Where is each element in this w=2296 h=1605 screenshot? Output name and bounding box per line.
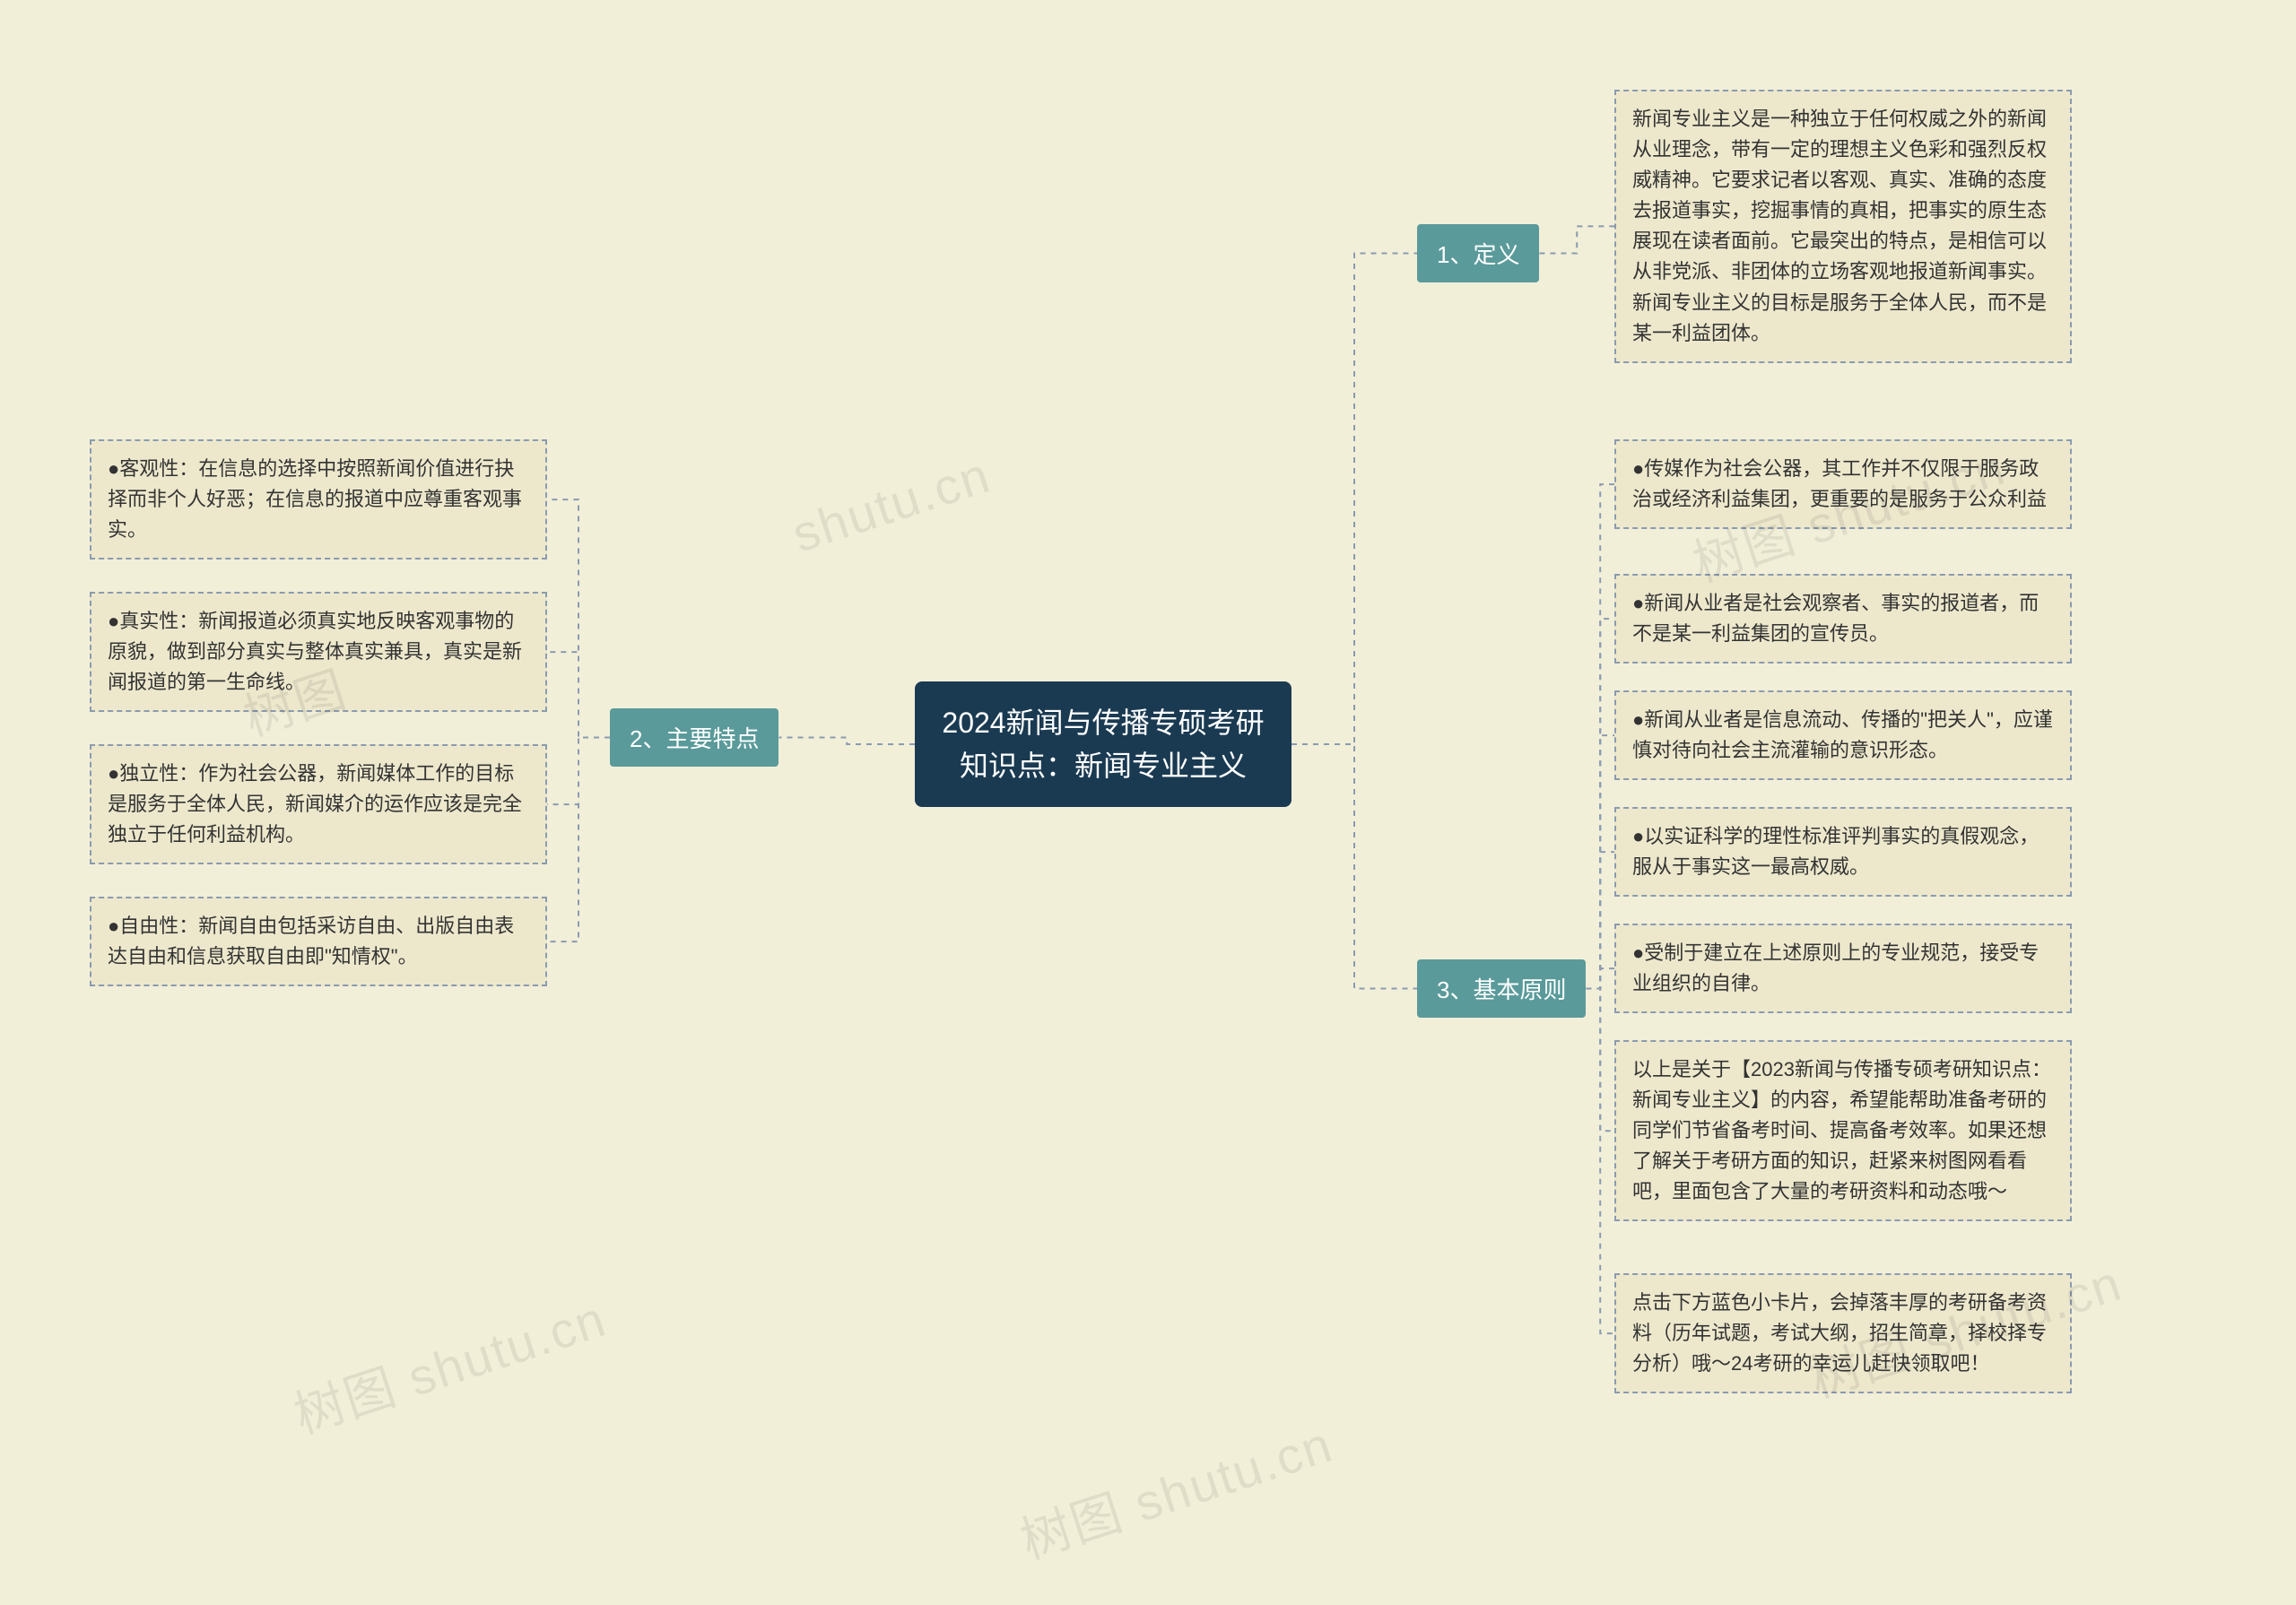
watermark: shutu.cn <box>786 445 998 563</box>
leaf-node: ●传媒作为社会公器，其工作并不仅限于服务政治或经济利益集团，更重要的是服务于公众… <box>1614 439 2072 529</box>
branch-b1: 1、定义 <box>1417 224 1539 282</box>
center-line2: 知识点：新闻专业主义 <box>960 750 1247 782</box>
leaf-node: ●以实证科学的理性标准评判事实的真假观念，服从于事实这一最高权威。 <box>1614 807 2072 897</box>
leaf-node: ●新闻从业者是社会观察者、事实的报道者，而不是某一利益集团的宣传员。 <box>1614 574 2072 664</box>
leaf-node: ●独立性：作为社会公器，新闻媒体工作的目标是服务于全体人民，新闻媒介的运作应该是… <box>90 744 547 864</box>
leaf-node: ●受制于建立在上述原则上的专业规范，接受专业组织的自律。 <box>1614 924 2072 1013</box>
branch-b2: 2、主要特点 <box>610 708 778 767</box>
leaf-node: ●客观性：在信息的选择中按照新闻价值进行抉择而非个人好恶；在信息的报道中应尊重客… <box>90 439 547 560</box>
watermark: 树图 shutu.cn <box>1010 1404 1341 1574</box>
leaf-node: 以上是关于【2023新闻与传播专硕考研知识点：新闻专业主义】的内容，希望能帮助准… <box>1614 1040 2072 1221</box>
center-topic: 2024新闻与传播专硕考研 知识点：新闻专业主义 <box>915 681 1292 807</box>
leaf-node: ●新闻从业者是信息流动、传播的"把关人"，应谨慎对待向社会主流灌输的意识形态。 <box>1614 690 2072 780</box>
branch-b3: 3、基本原则 <box>1417 959 1586 1018</box>
leaf-node: 点击下方蓝色小卡片，会掉落丰厚的考研备考资料（历年试题，考试大纲，招生简章，择校… <box>1614 1273 2072 1393</box>
leaf-node: ●自由性：新闻自由包括采访自由、出版自由表达自由和信息获取自由即"知情权"。 <box>90 897 547 986</box>
center-line1: 2024新闻与传播专硕考研 <box>942 707 1264 739</box>
leaf-node: 新闻专业主义是一种独立于任何权威之外的新闻从业理念，带有一定的理想主义色彩和强烈… <box>1614 90 2072 363</box>
watermark: 树图 shutu.cn <box>283 1279 614 1448</box>
leaf-node: ●真实性：新闻报道必须真实地反映客观事物的原貌，做到部分真实与整体真实兼具，真实… <box>90 592 547 712</box>
